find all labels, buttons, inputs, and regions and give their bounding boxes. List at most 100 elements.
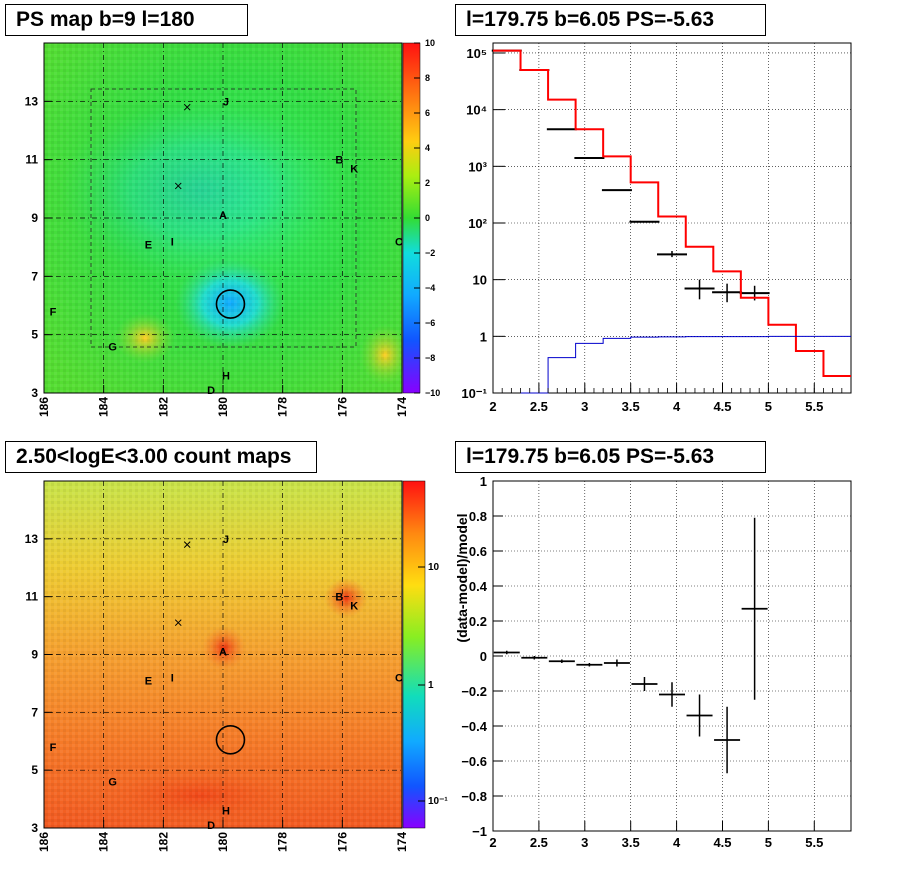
ps-colorbar-tick-label: 4: [425, 143, 430, 153]
spectrum-plot-area: [492, 42, 852, 394]
ps-map-markers: J BK A E I C F G HD: [50, 96, 403, 397]
ps-map-colorbar-ticks: 10 8 6 4 2 0 −2 −4 −6 −8 −10: [414, 38, 440, 398]
map-y-tick-label: 11: [25, 153, 38, 167]
map-x-tick-label: 178: [276, 397, 290, 417]
map-y-tick-label: 13: [25, 532, 39, 546]
spectrum-x-tick-label: 4.5: [713, 399, 731, 414]
ps-colorbar-tick-label: 2: [425, 178, 430, 188]
ps-colorbar-tick-label: 10: [425, 38, 435, 48]
source-label-f: F: [50, 306, 57, 318]
map-y-tick-label: 3: [31, 386, 38, 400]
count-map-markers: J BK A E I C F G HD: [50, 534, 403, 832]
spectrum-x-tick-label: 3.5: [622, 399, 640, 414]
source-label-e: E: [145, 676, 152, 688]
map-y-tick-label: 11: [25, 590, 38, 604]
spectrum-ratio-histogram: [520, 335, 851, 394]
residual-x-tick-label: 2.5: [530, 835, 548, 850]
residual-x-tick-label: 4.5: [713, 835, 731, 850]
source-label-e: E: [145, 239, 152, 251]
spectrum-y-tick-label: 10: [473, 273, 487, 288]
residual-y-tick-label: 1: [480, 474, 487, 489]
cross-marker: [174, 182, 182, 190]
ps-colorbar-tick-label: 0: [425, 213, 430, 223]
spectrum-y-tick-label: 1: [480, 329, 487, 344]
source-label-c: C: [395, 673, 403, 685]
spectrum-y-tick-label: 10²: [468, 216, 487, 231]
residual-plot-area: [492, 480, 852, 832]
residual-y-tick-label: −1: [472, 824, 487, 839]
ps-colorbar-tick-label: −10: [425, 388, 440, 398]
spectrum-axes: 2 2.5 3 3.5 4 4.5 5 5.5 10⁻¹ 1 10 10² 10³ 10⁴ 10⁵: [461, 46, 852, 414]
source-label-i: I: [171, 673, 174, 685]
residual-y-tick-label: 0.4: [469, 579, 488, 594]
spectrum-x-tick-label: 4: [673, 399, 681, 414]
residual-y-axis-label: (data-model)/model: [454, 513, 470, 642]
source-label-i: I: [171, 236, 174, 248]
source-label-b: B: [335, 155, 343, 167]
spectrum-x-tick-label: 3: [581, 399, 588, 414]
map-x-tick-label: 176: [335, 832, 349, 852]
residual-x-tick-label: 5.5: [805, 835, 823, 850]
source-label-j: J: [223, 96, 229, 108]
map-y-tick-label: 3: [31, 821, 38, 835]
map-y-tick-label: 5: [31, 328, 38, 342]
residual-x-tick-label: 4: [673, 835, 681, 850]
spectrum-series: [491, 49, 851, 394]
spectrum-y-tick-label: 10⁴: [466, 103, 487, 118]
count-map-title: 2.50<logE<3.00 count maps: [5, 441, 317, 473]
map-x-tick-label: 178: [276, 832, 290, 852]
spectrum-x-tick-label: 2.5: [530, 399, 548, 414]
source-label-a: A: [219, 647, 227, 659]
residual-series: [493, 517, 768, 774]
spectrum-x-tick-label: 5: [765, 399, 772, 414]
map-y-tick-label: 7: [31, 269, 38, 283]
residual-axes: 2 2.5 3 3.5 4 4.5 5 5.5 1 0.8 0.6 0.4 0.2 0 −0.2 −0.4 −0…: [461, 474, 823, 850]
source-label-b: B: [335, 592, 343, 604]
residual-x-tick-label: 3: [581, 835, 588, 850]
source-label-j: J: [223, 534, 229, 546]
residual-x-tick-label: 2: [489, 835, 496, 850]
residual-y-tick-label: 0.6: [469, 544, 487, 559]
residual-x-tick-label: 5: [765, 835, 772, 850]
map-x-tick-label: 184: [97, 397, 111, 417]
ps-map-panel: J BK A E I C F G HD 10 8 6 4 2 0 −2 −4 −6 −8 −10 186 184 182…: [25, 38, 441, 417]
map-x-tick-label: 186: [37, 397, 51, 417]
spectrum-y-tick-label: 10⁻¹: [461, 386, 487, 401]
count-colorbar-tick-label: 10⁻¹: [428, 796, 448, 807]
residual-y-tick-label: 0: [480, 649, 487, 664]
map-y-tick-label: 7: [31, 705, 38, 719]
map-x-tick-label: 180: [216, 397, 230, 417]
ps-colorbar-tick-label: −2: [425, 248, 435, 258]
residual-grid: [493, 481, 851, 831]
map-x-tick-label: 184: [97, 832, 111, 852]
map-y-tick-label: 5: [31, 763, 38, 777]
ps-colorbar-tick-label: −4: [425, 283, 435, 293]
ps-colorbar-tick-label: 8: [425, 73, 430, 83]
source-label-a: A: [219, 210, 227, 222]
source-label-h: H: [222, 806, 230, 818]
map-x-tick-label: 174: [395, 832, 409, 852]
count-colorbar-tick-label: 1: [428, 680, 434, 691]
ps-map-grid: [44, 43, 402, 393]
count-map-colorbar: [402, 480, 426, 829]
residual-y-tick-label: 0.2: [469, 614, 487, 629]
count-colorbar-tick-label: 10: [428, 562, 440, 573]
residual-y-tick-label: 0.8: [469, 509, 487, 524]
map-x-tick-label: 176: [335, 397, 349, 417]
residual-panel: 2 2.5 3 3.5 4 4.5 5 5.5 1 0.8 0.6 0.4 0.2 0 −0.2 −0.4 −0…: [454, 474, 852, 850]
spectrum-y-tick-label: 10⁵: [466, 46, 487, 61]
residual-x-tick-label: 3.5: [622, 835, 640, 850]
cross-marker: [174, 619, 182, 627]
map-y-tick-label: 13: [25, 94, 39, 108]
spectrum-panel: 2 2.5 3 3.5 4 4.5 5 5.5 10⁻¹ 1 10 10² 10³ 10⁴ 10⁵: [461, 42, 852, 414]
source-label-f: F: [50, 742, 57, 754]
spectrum-x-tick-label: 2: [489, 399, 496, 414]
source-label-g: G: [108, 777, 117, 789]
spectrum-grid: [493, 43, 851, 393]
map-x-tick-label: 186: [37, 832, 51, 852]
target-circle: [215, 289, 246, 319]
ps-colorbar-tick-label: 6: [425, 108, 430, 118]
residual-y-tick-label: −0.2: [461, 684, 487, 699]
source-label-g: G: [108, 341, 117, 353]
